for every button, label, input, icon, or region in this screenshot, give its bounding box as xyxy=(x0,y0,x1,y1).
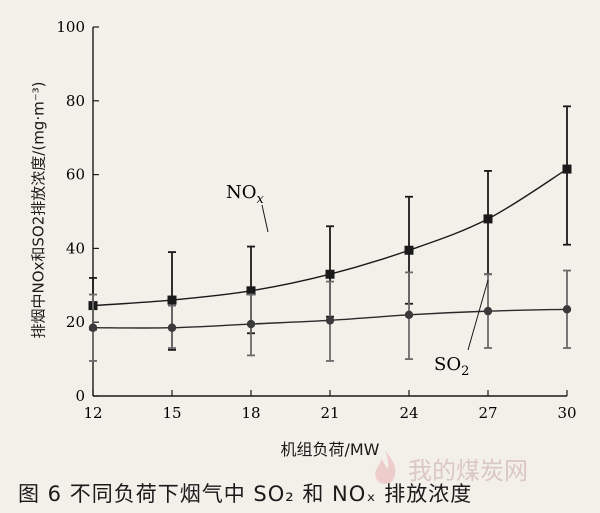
data-point-so2 xyxy=(404,310,414,320)
y-tick-label: 0 xyxy=(75,387,85,405)
data-point-so2 xyxy=(88,323,98,332)
watermark: 我的煤炭网 xyxy=(368,448,528,488)
data-point-nox xyxy=(562,164,572,174)
flame-logo-icon xyxy=(375,450,396,484)
y-tick-label: 60 xyxy=(66,166,85,184)
leader-line-so2 xyxy=(467,279,489,351)
watermark-text: 我的煤炭网 xyxy=(408,456,528,485)
data-point-so2 xyxy=(325,316,335,325)
series-label-so2: SO2 xyxy=(434,354,469,379)
x-tick-label: 24 xyxy=(399,404,418,422)
data-point-nox xyxy=(483,214,493,224)
leader-line-nox xyxy=(261,204,269,233)
y-tick-label: 40 xyxy=(66,239,85,257)
data-point-so2 xyxy=(246,319,256,329)
x-tick-label: 21 xyxy=(320,404,339,422)
x-tick-label: 18 xyxy=(241,404,260,422)
x-tick-label: 12 xyxy=(83,404,102,422)
y-tick-label: 80 xyxy=(66,92,85,110)
data-point-so2 xyxy=(483,306,493,316)
data-point-so2 xyxy=(562,305,572,314)
y-tick-label: 100 xyxy=(56,18,85,36)
data-point-nox xyxy=(246,286,256,296)
figure-caption: 图 6 不同负荷下烟气中 SO₂ 和 NOₓ 排放浓度 xyxy=(18,482,473,506)
x-tick-label: 15 xyxy=(162,404,181,422)
x-tick-label: 30 xyxy=(557,404,576,422)
x-tick-label: 27 xyxy=(478,404,497,422)
y-axis-label: 排烟中NOx和SO2排放浓度/(mg·m⁻³) xyxy=(29,81,48,339)
data-point-nox xyxy=(404,245,414,255)
x-axis-label: 机组负荷/MW xyxy=(280,440,380,459)
data-point-nox xyxy=(325,269,335,279)
series-label-nox: NOx xyxy=(226,182,265,207)
data-point-nox xyxy=(167,295,177,305)
y-tick-label: 20 xyxy=(66,313,85,331)
data-point-so2 xyxy=(167,323,177,332)
